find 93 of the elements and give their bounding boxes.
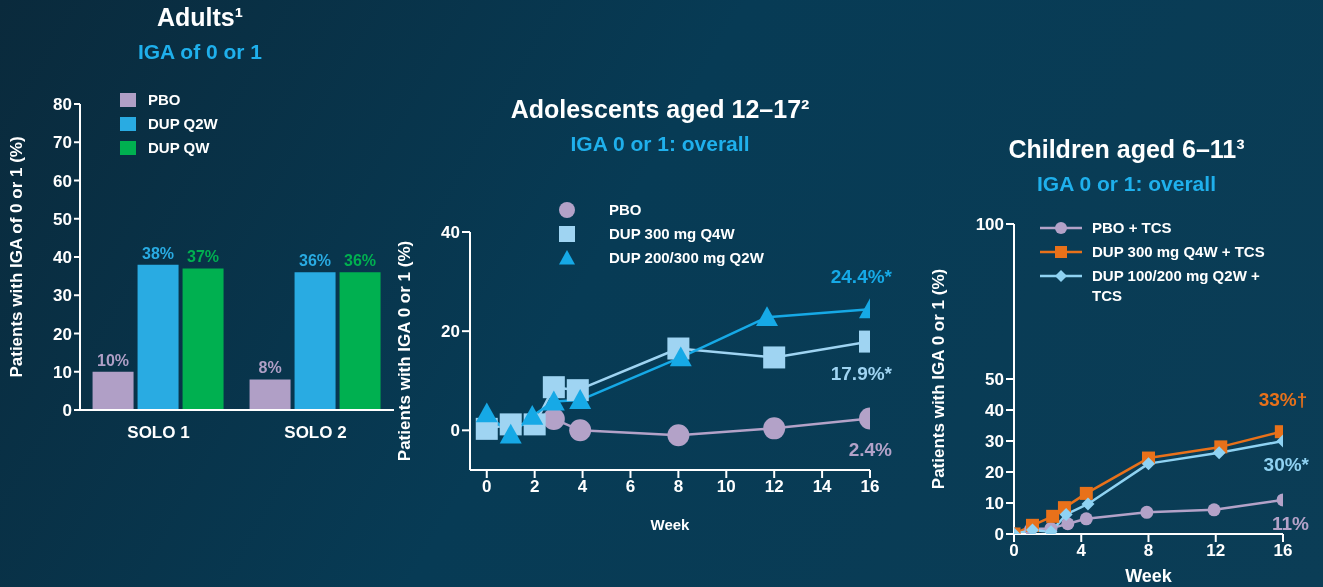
y-tick-label: 40	[53, 248, 72, 268]
y-tick-label: 50	[53, 209, 72, 229]
x-tick-label: 4	[1076, 541, 1087, 561]
y-axis-title: Patients with IGA 0 or 1 (%)	[395, 240, 415, 462]
x-tick-label: 12	[1206, 541, 1226, 561]
legend-label: DUP 300 mg Q4W	[609, 224, 735, 244]
x-tick-label: 16	[860, 477, 880, 497]
y-tick-label: 70	[53, 133, 72, 153]
y-tick-label: 80	[53, 95, 72, 115]
y-tick-label: 30	[985, 432, 1004, 452]
x-tick-label: SOLO 2	[284, 423, 347, 443]
point	[1046, 509, 1060, 523]
point	[521, 404, 544, 425]
bar	[137, 264, 179, 410]
data-label: 30%*	[1263, 454, 1310, 475]
legend-label: PBO	[148, 90, 181, 110]
chart-title: Children aged 6–11³	[1007, 134, 1246, 165]
y-tick-label: 30	[53, 286, 72, 306]
y-tick-label: 20	[53, 324, 72, 344]
point	[1207, 503, 1221, 517]
legend-label: DUP 100/200 mg Q2W + TCS	[1092, 266, 1261, 306]
point	[1142, 457, 1155, 471]
chart-title: Adolescents aged 12–17²	[509, 94, 811, 125]
bar	[294, 272, 336, 410]
y-tick-label: 60	[53, 171, 72, 191]
data-label: 37%	[187, 248, 220, 266]
point	[542, 376, 565, 399]
y-tick-label: 0	[994, 525, 1004, 545]
x-tick-label: 16	[1273, 541, 1293, 561]
point	[1140, 505, 1154, 519]
y-tick-label: 40	[441, 223, 460, 243]
data-label: 2.4%	[848, 439, 893, 461]
y-tick-label: 100	[975, 215, 1004, 235]
bar	[182, 268, 224, 410]
data-label: 8%	[258, 359, 282, 377]
x-axis-title: Week	[1125, 566, 1173, 586]
bar	[339, 272, 381, 410]
data-label: 10%	[97, 351, 130, 369]
point	[667, 424, 690, 447]
bar	[92, 371, 134, 410]
point	[763, 417, 786, 440]
bar	[249, 379, 291, 410]
y-axis-title: Patients with IGA 0 or 1 (%)	[929, 268, 949, 490]
legend-label: DUP 300 mg Q4W + TCS	[1092, 242, 1265, 262]
x-tick-label: 14	[812, 477, 833, 497]
point	[569, 389, 592, 409]
point	[499, 423, 522, 444]
chart-subtitle: IGA of 0 or 1	[136, 40, 264, 64]
data-label: 36%	[344, 252, 377, 270]
point	[669, 346, 692, 367]
x-tick-label: 8	[1143, 541, 1154, 561]
legend-label: DUP 200/300 mg Q2W	[609, 248, 764, 268]
data-label: 17.9%*	[830, 362, 893, 384]
y-tick-label: 50	[985, 370, 1004, 390]
point	[1081, 497, 1095, 511]
y-tick-label: 10	[985, 494, 1004, 514]
x-tick-label: 0	[482, 477, 492, 497]
point	[1212, 446, 1226, 460]
y-tick-label: 20	[985, 463, 1004, 483]
x-axis-title: Week	[650, 516, 691, 533]
x-tick-label: 2	[529, 477, 540, 497]
point	[1079, 486, 1093, 500]
x-tick-label: 10	[716, 477, 736, 497]
point	[569, 419, 592, 442]
legend-label: PBO	[609, 200, 642, 220]
y-tick-label: 40	[985, 401, 1004, 421]
chart-subtitle: IGA 0 or 1: overall	[569, 132, 751, 156]
point	[1079, 512, 1093, 526]
point	[1059, 507, 1073, 521]
chart-subtitle: IGA 0 or 1: overall	[1036, 172, 1217, 196]
legend-label: DUP QW	[148, 138, 210, 158]
chart-title: Adults¹	[155, 2, 245, 33]
legend-label: DUP Q2W	[148, 114, 218, 134]
y-tick-label: 20	[441, 322, 460, 342]
point	[542, 390, 565, 411]
data-label: 36%	[299, 252, 332, 270]
data-label: 38%	[142, 244, 175, 262]
x-tick-label: 6	[625, 477, 636, 497]
data-label: 33%†	[1258, 388, 1308, 410]
x-tick-label: 4	[577, 477, 588, 497]
x-tick-label: SOLO 1	[127, 423, 190, 443]
y-axis-title: Patients with IGA of 0 or 1 (%)	[7, 136, 27, 378]
point	[475, 402, 498, 423]
x-tick-label: 0	[1009, 541, 1019, 561]
data-label: 24.4%*	[830, 266, 893, 288]
data-label: 11%	[1272, 512, 1310, 534]
point	[763, 346, 786, 369]
x-tick-label: 12	[764, 477, 784, 497]
legend-label: PBO + TCS	[1092, 218, 1172, 238]
y-tick-label: 0	[62, 401, 72, 421]
point	[756, 306, 779, 327]
y-tick-label: 10	[53, 362, 72, 382]
x-tick-label: 8	[673, 477, 684, 497]
